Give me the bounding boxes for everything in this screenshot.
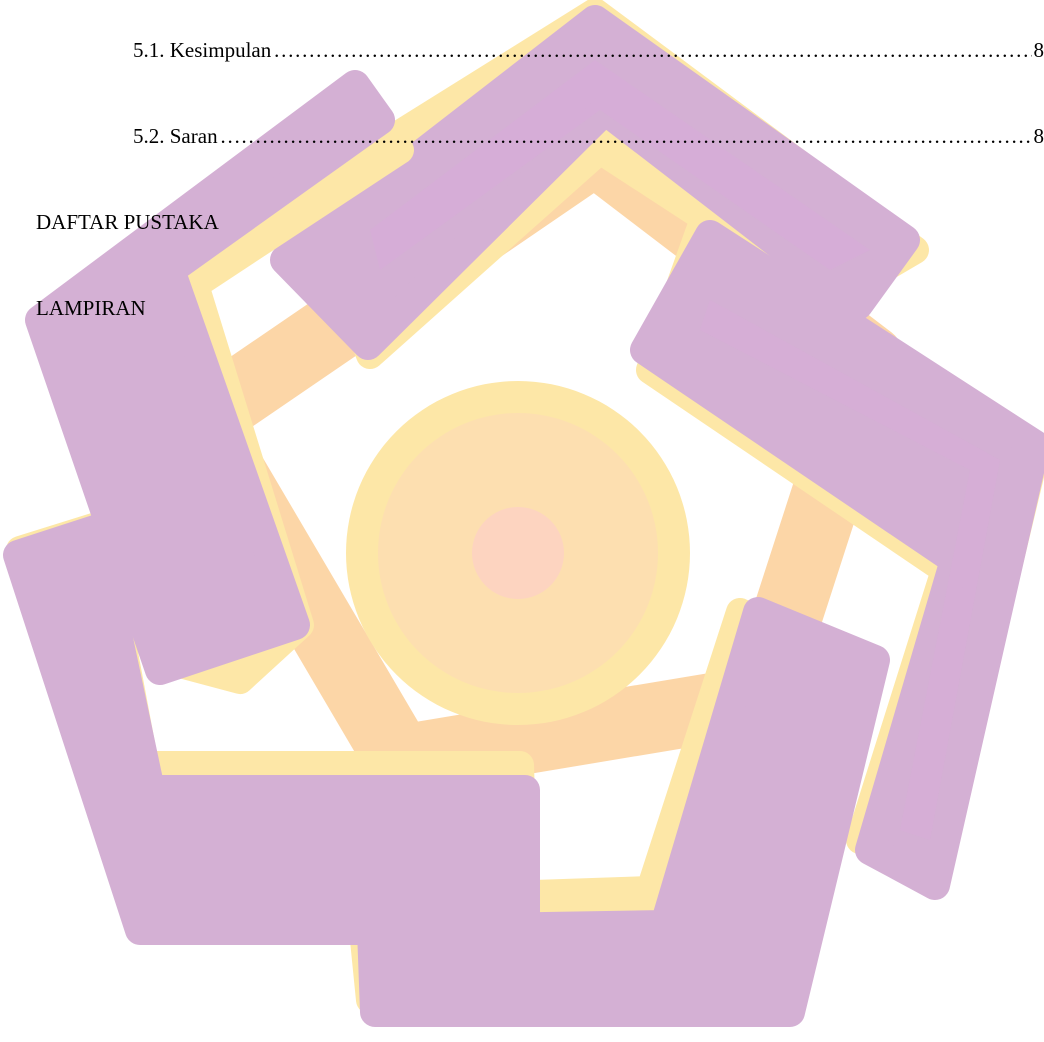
toc-entry-saran[interactable]: 5.2. Saran 8 [133,124,1044,148]
toc-dot-leader [273,38,1031,62]
watermark-arm-right [630,220,1044,900]
watermark-arm-bottom-right [357,597,890,1027]
toc-entry-label: 5.2. Saran [133,124,218,148]
toc-page-number: 8 [1033,38,1044,62]
toc-entry-kesimpulan[interactable]: 5.1. Kesimpulan 8 [133,38,1044,62]
toc-dot-leader [220,124,1032,148]
toc-section-lampiran[interactable]: LAMPIRAN [36,296,146,320]
toc-page-number: 8 [1033,124,1044,148]
toc-entry-label: 5.1. Kesimpulan [133,38,272,62]
watermark-center-inner-circle [472,507,564,599]
watermark-arm-top [270,5,920,360]
watermark-arm-bottom-left [3,515,540,945]
toc-section-daftar-pustaka[interactable]: DAFTAR PUSTAKA [36,210,219,234]
watermark-arm-left [25,70,395,685]
